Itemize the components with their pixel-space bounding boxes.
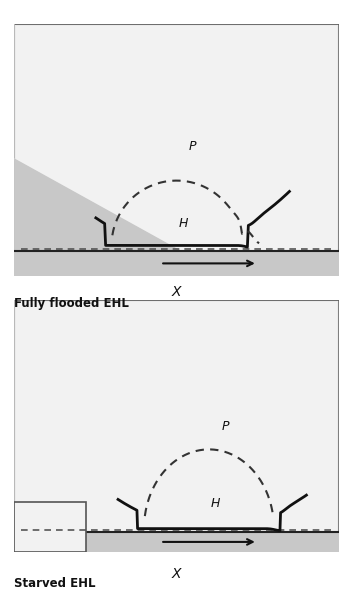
Text: H: H [211, 497, 220, 510]
Polygon shape [14, 532, 339, 552]
Bar [14, 502, 85, 552]
FancyBboxPatch shape [14, 24, 339, 276]
Polygon shape [14, 251, 339, 276]
Text: Fully flooded EHL: Fully flooded EHL [14, 297, 129, 310]
Polygon shape [0, 0, 14, 552]
FancyBboxPatch shape [14, 300, 339, 552]
Text: P: P [189, 140, 197, 153]
Text: Starved EHL: Starved EHL [14, 577, 96, 590]
Text: X: X [172, 285, 181, 299]
FancyBboxPatch shape [16, 302, 337, 550]
FancyBboxPatch shape [16, 26, 337, 274]
Text: H: H [178, 217, 188, 230]
Polygon shape [0, 0, 225, 276]
Text: P: P [221, 419, 229, 433]
Text: X: X [172, 567, 181, 581]
